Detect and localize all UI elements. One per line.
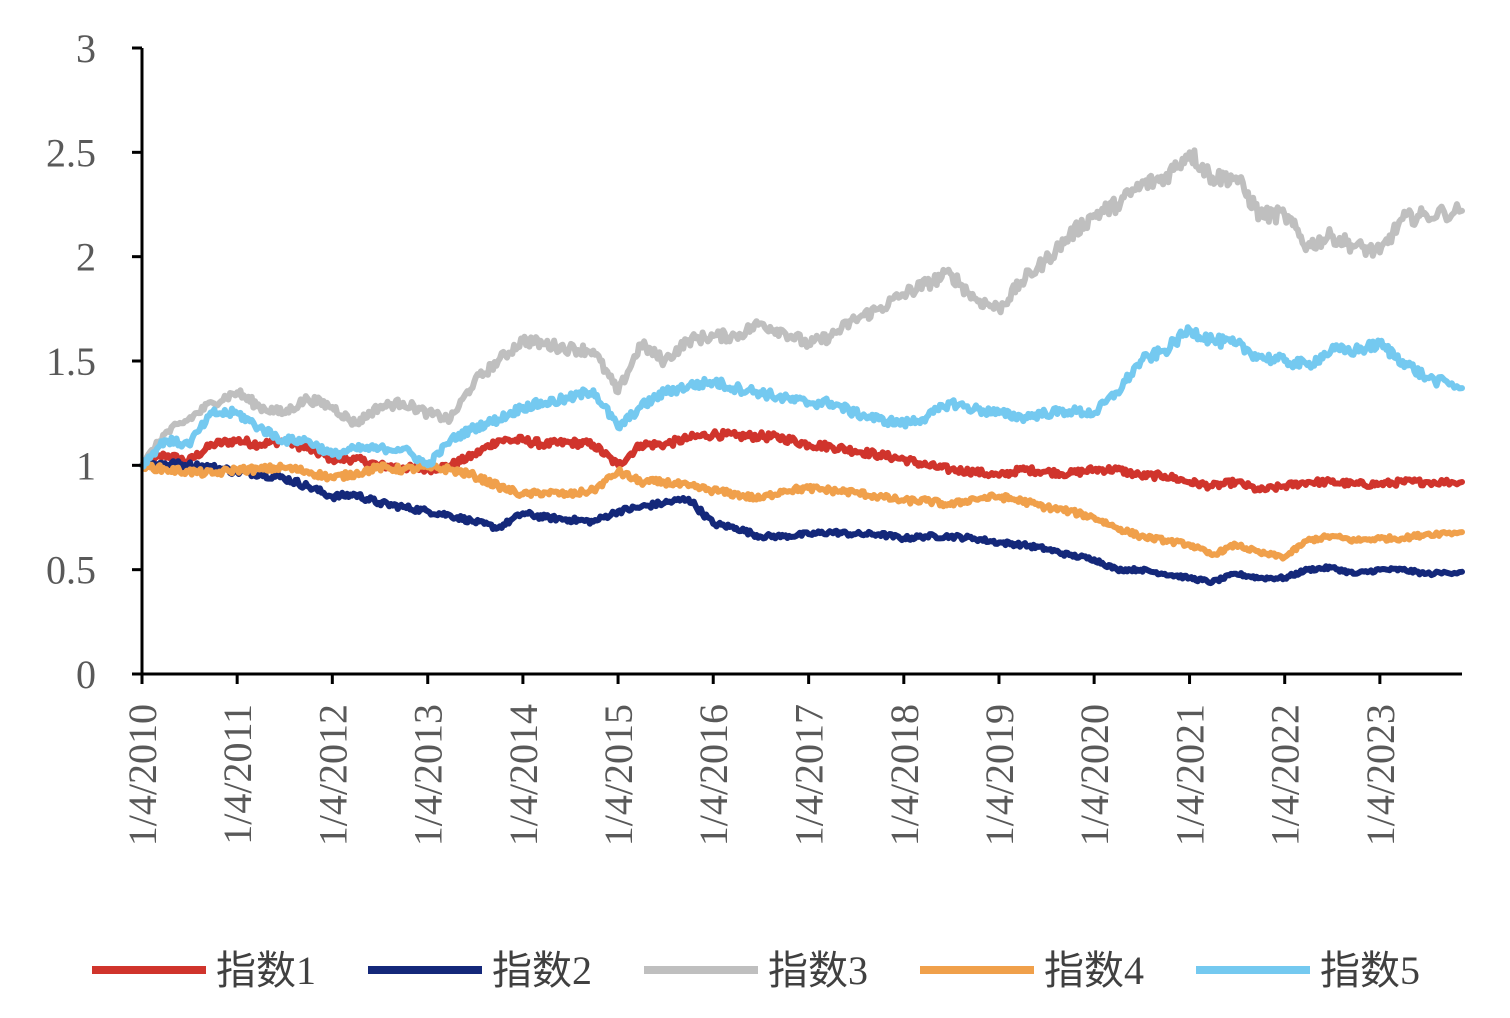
y-tick-label: 1 <box>76 443 96 488</box>
x-tick-label: 1/4/2014 <box>501 704 546 846</box>
x-tick-label: 1/4/2016 <box>691 704 736 846</box>
x-tick-label: 1/4/2017 <box>787 704 832 846</box>
legend: 指数1 指数2 指数3 指数4 指数5 <box>92 948 1420 993</box>
legend-label-5: 指数5 <box>1320 948 1420 993</box>
x-tick-label: 1/4/2022 <box>1263 704 1308 846</box>
legend-label-2: 指数2 <box>492 948 592 993</box>
x-tick-label: 1/4/2010 <box>120 704 165 846</box>
y-axis-ticks: 0 0.5 1 1.5 2 2.5 3 <box>46 26 142 697</box>
x-tick-label: 1/4/2020 <box>1072 704 1117 846</box>
x-tick-label: 1/4/2012 <box>310 704 355 846</box>
legend-label-3: 指数3 <box>768 948 868 993</box>
x-axis-ticks: 1/4/2010 1/4/2011 1/4/2012 1/4/2013 1/4/2014… <box>120 674 1403 846</box>
legend-label-1: 指数1 <box>216 948 316 993</box>
x-tick-label: 1/4/2019 <box>977 704 1022 846</box>
x-tick-label: 1/4/2013 <box>406 704 451 846</box>
series-line-5 <box>139 324 1465 470</box>
x-tick-label: 1/4/2015 <box>596 704 641 846</box>
x-tick-label: 1/4/2011 <box>215 704 260 845</box>
y-tick-label: 2.5 <box>46 130 96 175</box>
series-line-4 <box>139 459 1465 562</box>
x-tick-label: 1/4/2023 <box>1358 704 1403 846</box>
series-line-1 <box>139 427 1465 494</box>
y-tick-label: 3 <box>76 26 96 71</box>
x-tick-label: 1/4/2021 <box>1168 704 1213 846</box>
y-tick-label: 0 <box>76 652 96 697</box>
legend-label-4: 指数4 <box>1044 948 1144 993</box>
y-tick-label: 2 <box>76 235 96 280</box>
series-layer <box>139 147 1465 587</box>
y-tick-label: 1.5 <box>46 339 96 384</box>
series-line-3 <box>139 147 1465 469</box>
series-line-2 <box>139 458 1465 587</box>
x-tick-label: 1/4/2018 <box>882 704 927 846</box>
y-tick-label: 0.5 <box>46 548 96 593</box>
